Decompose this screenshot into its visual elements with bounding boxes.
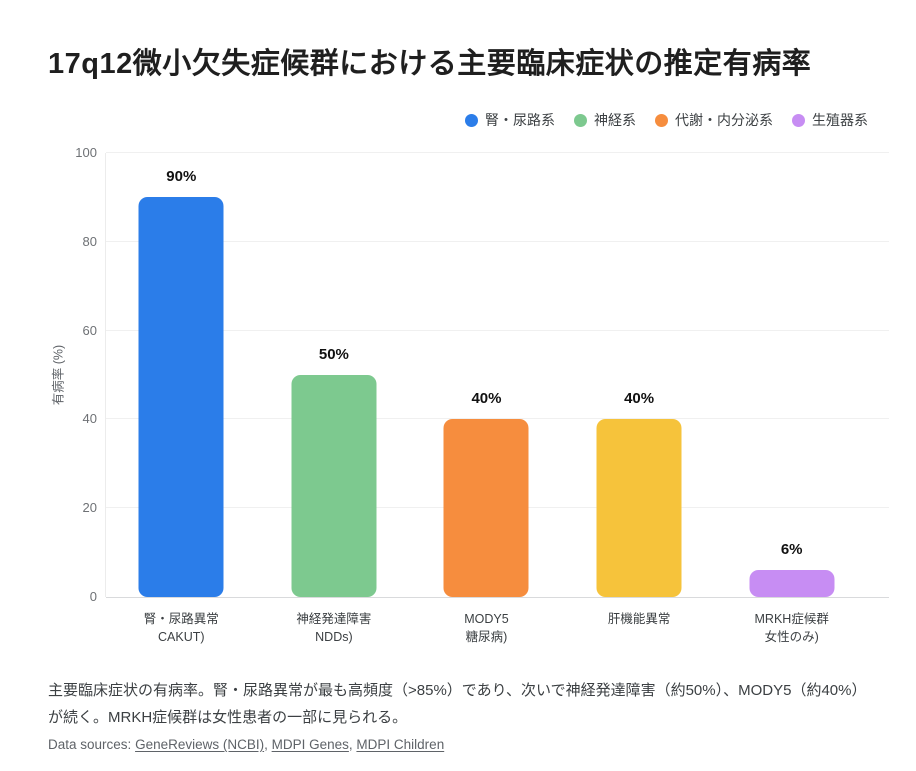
y-tick-label: 20: [82, 500, 97, 516]
legend-label: 神経系: [594, 112, 636, 128]
legend-item: 神経系: [574, 110, 636, 130]
bar-category-line: MODY5: [464, 612, 509, 626]
gridline: [106, 329, 889, 331]
legend-dot-icon: [465, 113, 478, 127]
source-links: GeneReviews (NCBI), MDPI Genes, MDPI Chi…: [135, 737, 445, 752]
bar: [138, 197, 224, 597]
bar-category-line: 腎・尿路異常: [143, 612, 219, 626]
bar-value-label: 50%: [318, 346, 349, 363]
bar-category-label: 肝機能異常: [553, 610, 726, 628]
gridline: [106, 418, 889, 420]
source-link[interactable]: GeneReviews (NCBI): [135, 737, 265, 752]
y-axis-ticks: 0 20 40 60 80 100: [0, 145, 97, 604]
chart-caption: 主要臨床症状の有病率。腎・尿路異常が最も高頻度（>85%）であり、次いで神経発達…: [48, 682, 867, 726]
y-axis-title: 有病率 (%): [51, 344, 66, 406]
x-axis-line: [106, 597, 889, 598]
bar-category-line: 糖尿病): [465, 630, 508, 644]
legend-label: 生殖器系: [812, 112, 868, 128]
legend-item: 生殖器系: [792, 110, 868, 130]
bar-category-label: 神経発達障害 NDDs): [248, 610, 421, 646]
legend-dot-icon: [574, 113, 587, 127]
bar: [596, 419, 682, 597]
bar-slot: 40% 肝機能異常: [563, 153, 716, 626]
gridline: [106, 240, 889, 242]
legend-dot-icon: [655, 113, 668, 127]
y-tick-label: 40: [82, 411, 97, 427]
bar-value-label: 6%: [780, 541, 803, 558]
y-tick-label: 0: [89, 589, 97, 604]
source-link[interactable]: MDPI Genes: [271, 737, 349, 752]
bar-slot: 6% MRKH症候群 女性のみ): [715, 153, 868, 644]
legend-label: 代謝・内分泌系: [675, 112, 773, 128]
bar-slot: 50% 神経発達障害 NDDs): [258, 153, 411, 644]
bar-value-label: 90%: [166, 168, 197, 185]
bar-chart: 0 20 40 60 80 100 90% 腎・尿路異常 CAKUT) 50% 神経発達障害 NDD…: [0, 145, 916, 644]
bar-category-line: 肝機能異常: [607, 612, 671, 626]
legend-item: 腎・尿路系: [465, 110, 555, 130]
source-link[interactable]: MDPI Children: [356, 737, 445, 752]
bar-value-label: 40%: [471, 390, 502, 407]
y-tick-label: 100: [75, 145, 97, 160]
bar: [291, 375, 377, 597]
bar-category-line: 神経発達障害: [296, 612, 372, 626]
y-tick-label: 60: [82, 322, 97, 338]
bar-category-label: 腎・尿路異常 CAKUT): [95, 610, 268, 646]
bar-category-line: CAKUT): [158, 630, 205, 644]
bar-value-label: 40%: [624, 390, 655, 407]
bar: [749, 570, 835, 597]
bar-category-label: MRKH症候群 女性のみ): [705, 610, 878, 646]
y-tick-label: 80: [82, 233, 97, 249]
bar-category-label: MODY5 糖尿病): [400, 610, 573, 646]
data-sources-line: Data sources: GeneReviews (NCBI), MDPI G…: [48, 737, 872, 752]
bar-category-line: NDDs): [315, 630, 353, 644]
chart-legend: 腎・尿路系 神経系 代謝・内分泌系 生殖器系: [465, 110, 868, 130]
page-title: 17q12微小欠失症候群における主要臨床症状の推定有病率: [48, 48, 812, 80]
gridline: [106, 152, 889, 153]
legend-label: 腎・尿路系: [485, 112, 555, 128]
legend-dot-icon: [792, 113, 805, 127]
bar: [443, 419, 529, 597]
sources-prefix: Data sources:: [48, 737, 132, 752]
legend-item: 代謝・内分泌系: [655, 110, 773, 130]
bars-layer: 90% 腎・尿路異常 CAKUT) 50% 神経発達障害 NDDs) 40% MODY5 糖尿病…: [105, 153, 868, 644]
bar-slot: 40% MODY5 糖尿病): [410, 153, 563, 644]
bar-category-line: 女性のみ): [764, 630, 819, 644]
bar-slot: 90% 腎・尿路異常 CAKUT): [105, 153, 258, 644]
bar-category-line: MRKH症候群: [754, 612, 829, 626]
